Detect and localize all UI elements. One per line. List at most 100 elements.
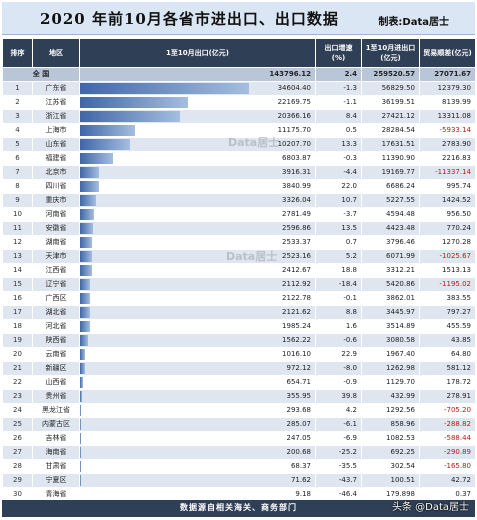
balance-cell: 797.27 (419, 305, 476, 320)
trade-cell: 6686.24 (361, 179, 420, 194)
export-growth-cell: 22.9 (315, 347, 362, 362)
rank-cell: 16 (2, 291, 33, 306)
rank-cell: 3 (2, 109, 33, 124)
export-value: 1562.22 (282, 336, 311, 344)
table-row: 9 重庆市 3326.04 10.7 5227.55 1424.52 (2, 193, 476, 208)
watermark: Data居士 (228, 136, 280, 149)
balance-cell: 581.12 (419, 361, 476, 376)
export-cell: 2122.78 (79, 291, 316, 306)
trade-cell: 5420.86 (361, 277, 420, 292)
table-row: 27 海南省 200.68 -25.2 692.25 -290.89 (2, 445, 476, 460)
balance-cell: 278.91 (419, 389, 476, 404)
balance-cell: 995.74 (419, 179, 476, 194)
export-value: 2112.92 (282, 280, 311, 288)
trade-cell: 1262.98 (361, 361, 420, 376)
export-table: 排序 地区 1至10月出口(亿元) 出口增速(%) 1至10月进出口(亿元) 贸… (2, 38, 476, 502)
balance-cell: -1195.02 (419, 277, 476, 292)
export-bar (80, 125, 135, 136)
trade-cell: 1967.40 (361, 347, 420, 362)
balance-cell: 455.59 (419, 319, 476, 334)
region-cell: 广东省 (32, 81, 80, 96)
table-row: 10 河南省 2781.49 -3.7 4594.48 956.50 (2, 207, 476, 222)
export-growth-cell: -8.0 (315, 361, 362, 376)
data-source-note: 数据源自相关海关、商务部门 (180, 503, 297, 512)
table-row: 13 天津市 2523.16 5.2 6071.99 -1025.67 (2, 249, 476, 264)
balance-cell: 383.55 (419, 291, 476, 306)
export-bar (80, 181, 99, 192)
trade-cell: 4423.48 (361, 221, 420, 236)
trade-cell: 432.99 (361, 389, 420, 404)
export-growth-cell: 18.8 (315, 263, 362, 278)
header-region: 地区 (32, 38, 80, 68)
region-cell: 安徽省 (32, 221, 80, 236)
export-value: 2533.37 (282, 238, 311, 246)
total-row: 全 国 143796.12 2.4 259520.57 27071.67 (2, 67, 476, 82)
rank-cell: 10 (2, 207, 33, 222)
table-row: 16 广西区 2122.78 -0.1 3862.01 383.55 (2, 291, 476, 306)
rank-cell: 9 (2, 193, 33, 208)
export-growth-cell: -3.7 (315, 207, 362, 222)
export-bar (80, 447, 81, 458)
export-cell: 247.05 (79, 431, 316, 446)
export-bar (80, 391, 82, 402)
rank-cell: 2 (2, 95, 33, 110)
table-row: 3 浙江省 20366.16 8.4 27421.12 13311.08 (2, 109, 476, 124)
balance-cell: 178.72 (419, 375, 476, 390)
export-bar (80, 321, 90, 332)
export-value: 11175.70 (277, 126, 311, 134)
export-growth-cell: 0.7 (315, 235, 362, 250)
export-value: 2596.86 (282, 224, 311, 232)
export-growth-cell: -0.6 (315, 333, 362, 348)
rank-cell: 15 (2, 277, 33, 292)
rank-cell: 18 (2, 319, 33, 334)
export-cell: 3916.31 (79, 165, 316, 180)
export-cell: 71.62 (79, 473, 316, 488)
export-growth-cell: -0.3 (315, 151, 362, 166)
region-cell: 青海省 (32, 487, 80, 502)
export-value: 3326.04 (282, 196, 311, 204)
balance-cell: 956.50 (419, 207, 476, 222)
trade-cell: 56829.50 (361, 81, 420, 96)
export-growth-cell: -0.9 (315, 375, 362, 390)
trade-cell: 3862.01 (361, 291, 420, 306)
region-cell: 湖北省 (32, 305, 80, 320)
trade-cell: 11390.90 (361, 151, 420, 166)
header-export-growth: 出口增速(%) (315, 38, 362, 68)
rank-cell: 17 (2, 305, 33, 320)
export-bar (80, 139, 130, 150)
export-cell: 2121.62 (79, 305, 316, 320)
trade-cell: 4594.48 (361, 207, 420, 222)
balance-cell: 1513.13 (419, 263, 476, 278)
region-cell: 湖南省 (32, 235, 80, 250)
balance-cell: 13311.08 (419, 109, 476, 124)
export-growth-cell: 13.3 (315, 137, 362, 152)
region-cell: 山西省 (32, 375, 80, 390)
total-export: 143796.12 (79, 67, 316, 82)
page-title: 2020 年前10月各省市进出口、出口数据 (40, 10, 339, 28)
export-bar (80, 83, 250, 94)
export-cell: 34604.40 (79, 81, 316, 96)
balance-cell: -290.89 (419, 445, 476, 460)
balance-cell: -588.44 (419, 431, 476, 446)
region-cell: 内蒙古区 (32, 417, 80, 432)
rank-cell: 24 (2, 403, 33, 418)
export-cell: 1985.24 (79, 319, 316, 334)
export-growth-cell: 0.5 (315, 123, 362, 138)
trade-cell: 17631.51 (361, 137, 420, 152)
table-row: 2 江苏省 22169.75 -1.1 36199.51 8139.99 (2, 95, 476, 110)
rank-cell: 25 (2, 417, 33, 432)
header-rank: 排序 (2, 38, 33, 68)
export-growth-cell: 10.7 (315, 193, 362, 208)
table-header-row: 排序 地区 1至10月出口(亿元) 出口增速(%) 1至10月进出口(亿元) 贸… (2, 38, 476, 68)
region-cell: 江苏省 (32, 95, 80, 110)
export-cell: 22169.75 (79, 95, 316, 110)
region-cell: 黑龙江省 (32, 403, 80, 418)
export-value: 3840.99 (282, 182, 311, 190)
region-cell: 广西区 (32, 291, 80, 306)
export-value: 6803.87 (282, 154, 311, 162)
export-cell: 200.68 (79, 445, 316, 460)
export-bar (80, 279, 91, 290)
table-row: 7 北京市 3916.31 -4.4 19169.77 -11337.14 (2, 165, 476, 180)
trade-cell: 27421.12 (361, 109, 420, 124)
table-row: 8 四川省 3840.99 22.0 6686.24 995.74 (2, 179, 476, 194)
